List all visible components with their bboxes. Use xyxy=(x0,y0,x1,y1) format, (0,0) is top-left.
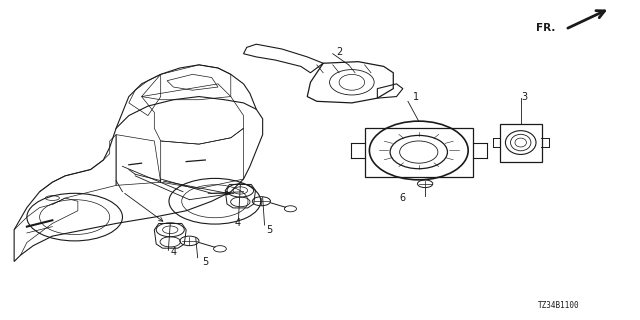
Text: FR.: FR. xyxy=(536,23,556,33)
Text: 6: 6 xyxy=(400,193,406,203)
Text: 3: 3 xyxy=(521,92,527,101)
Text: 5: 5 xyxy=(266,225,272,235)
Text: TZ34B1100: TZ34B1100 xyxy=(538,301,580,310)
Text: 4: 4 xyxy=(170,247,177,257)
Text: 4: 4 xyxy=(234,219,240,228)
Text: 2: 2 xyxy=(336,47,342,57)
Text: 1: 1 xyxy=(413,92,419,101)
Text: 5: 5 xyxy=(202,257,209,267)
